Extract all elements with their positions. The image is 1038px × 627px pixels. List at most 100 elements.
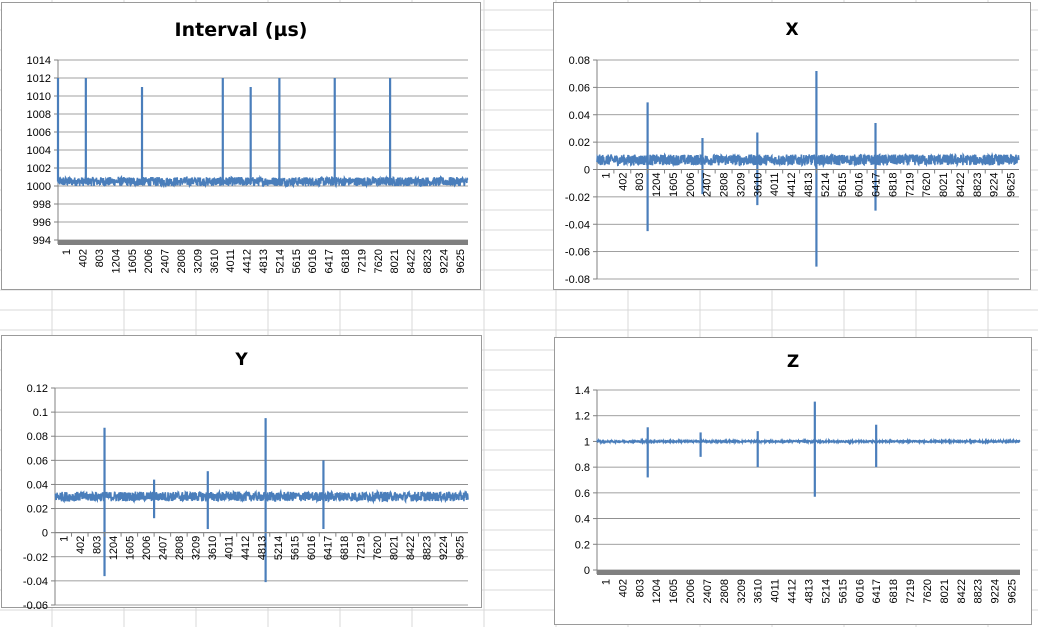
x-tick-label: 8823 (973, 579, 985, 603)
x-tick-label: 5615 (290, 536, 302, 560)
chart-z[interactable]: Z 1.4 1.2 1 0.8 0.6 0.4 0.2 0 1 402 803 1204 1605 200… (554, 337, 1032, 625)
chart-title: Interval (µs) (174, 19, 308, 41)
x-tick-label: 8823 (422, 249, 434, 273)
x-tick-label: 1 (61, 249, 73, 255)
x-tick-label: 8021 (389, 249, 401, 273)
x-tick-label: 2006 (685, 173, 697, 197)
y-tick-label: 0.6 (575, 488, 590, 500)
x-tick-label: 8422 (406, 249, 418, 273)
x-tick-label: 4011 (769, 173, 781, 197)
y-tick-label: -0.04 (565, 219, 590, 231)
x-tick-label: 1204 (110, 249, 122, 273)
x-axis-band (58, 240, 468, 245)
x-tick-label: 7219 (356, 249, 368, 273)
y-tick-label: -0.02 (565, 192, 590, 204)
chart-y[interactable]: Y 0.12 0.1 0.08 0.06 0.04 0.02 0 -0.02 -0.04 -0.0… (1, 335, 482, 609)
x-tick-label: 3209 (736, 173, 748, 197)
x-tick-label: 6016 (306, 536, 318, 560)
x-tick-label: 2006 (143, 249, 155, 273)
plot-area: 1.4 1.2 1 0.8 0.6 0.4 0.2 0 1 402 803 1204 1605 2006 2… (575, 385, 1021, 603)
x-tick-label: 803 (634, 173, 646, 191)
x-tick-label: 8021 (939, 579, 951, 603)
x-tick-label: 1605 (124, 536, 136, 560)
x-tick-label: 2407 (702, 173, 714, 197)
x-tick-label: 6016 (307, 249, 319, 273)
x-tick-label: 7219 (905, 579, 917, 603)
x-tick-label: 8823 (422, 536, 434, 560)
x-tick-label: 9625 (455, 536, 467, 560)
x-tick-label: 9625 (1007, 579, 1019, 603)
y-tick-label: -0.06 (565, 247, 590, 259)
x-tick-label: 1204 (108, 536, 120, 560)
x-tick-label: 4412 (787, 579, 799, 603)
x-tick-label: 9224 (438, 249, 450, 273)
plot-area: 1014 1012 1010 1008 1006 1004 1002 1000 998 996 99… (27, 55, 469, 273)
x-tick-label: 5214 (273, 536, 285, 560)
x-tick-label: 6417 (324, 249, 336, 273)
x-axis-band (597, 570, 1020, 575)
x-tick-label: 3209 (736, 579, 748, 603)
x-tick-label: 8422 (405, 536, 417, 560)
y-tick-label: 0.1 (33, 407, 48, 419)
x-tick-label: 2006 (141, 536, 153, 560)
x-tick-label: 9224 (990, 579, 1002, 603)
y-tick-label: -0.06 (23, 600, 48, 609)
x-tick-label: 402 (78, 249, 90, 267)
chart-interval[interactable]: Interval (µs) 1014 1012 1010 1008 1006 1004 10… (1, 2, 481, 290)
y-tick-label: 996 (33, 217, 51, 229)
y-tick-label: 0.04 (569, 110, 590, 122)
x-tick-label: 3209 (190, 536, 202, 560)
x-tick-label: 5615 (291, 249, 303, 273)
x-tick-label: 8422 (955, 173, 967, 197)
x-tick-label: 4813 (258, 249, 270, 273)
x-tick-label: 1 (600, 173, 612, 179)
x-tick-label: 5615 (837, 579, 849, 603)
y-tick-label: 1000 (27, 181, 51, 193)
chart-title: X (785, 20, 799, 40)
x-tick-label: 2407 (157, 536, 169, 560)
y-tick-label: 1014 (27, 55, 51, 67)
chart-x[interactable]: X 0.08 0.06 0.04 0.02 0 -0.02 -0.04 -0.06 -0.08 1… (553, 2, 1031, 290)
x-tick-label: 2808 (174, 536, 186, 560)
x-tick-label: 9625 (1006, 173, 1018, 197)
y-tick-label: 1012 (27, 73, 51, 85)
x-tick-label: 8422 (956, 579, 968, 603)
y-tick-label: 0.06 (27, 455, 48, 467)
y-tick-label: 0.12 (27, 383, 48, 395)
x-tick-label: 803 (634, 579, 646, 597)
x-tick-label: 6417 (871, 579, 883, 603)
chart-title: Z (786, 352, 800, 372)
y-tick-label: 1002 (27, 163, 51, 175)
x-tick-label: 803 (91, 536, 103, 554)
y-tick-label: 1004 (27, 145, 51, 157)
x-tick-label: 5214 (820, 173, 832, 197)
x-tick-label: 1 (601, 579, 613, 585)
x-tick-label: 4412 (240, 536, 252, 560)
x-tick-label: 4011 (224, 536, 236, 560)
x-tick-label: 3610 (209, 249, 221, 273)
y-tick-label: 1008 (27, 109, 51, 121)
x-tick-label: 2407 (160, 249, 172, 273)
x-tick-label: 1204 (651, 173, 663, 197)
x-tick-label: 6417 (871, 173, 883, 197)
x-tick-label: 4011 (225, 249, 237, 273)
y-tick-label: 1.2 (575, 411, 590, 423)
y-tick-label: 0.02 (569, 137, 590, 149)
x-tick-label: 9224 (989, 173, 1001, 197)
y-tick-label: 1010 (27, 91, 51, 103)
x-tick-label: 7620 (922, 579, 934, 603)
series-line (57, 174, 469, 189)
y-tick-label: 0 (42, 528, 48, 540)
x-tick-label: 4412 (242, 249, 254, 273)
x-tick-label: 2808 (719, 173, 731, 197)
x-tick-label: 6818 (887, 173, 899, 197)
y-tick-label: 0.2 (575, 539, 590, 551)
x-tick-label: 4011 (770, 579, 782, 603)
y-tick-label: 1006 (27, 127, 51, 139)
y-tick-label: 0.06 (569, 82, 590, 94)
x-tick-label: 6818 (339, 536, 351, 560)
x-tick-label: 6016 (854, 579, 866, 603)
x-tick-label: 2808 (176, 249, 188, 273)
x-tick-label: 4813 (257, 536, 269, 560)
x-tick-label: 8021 (389, 536, 401, 560)
